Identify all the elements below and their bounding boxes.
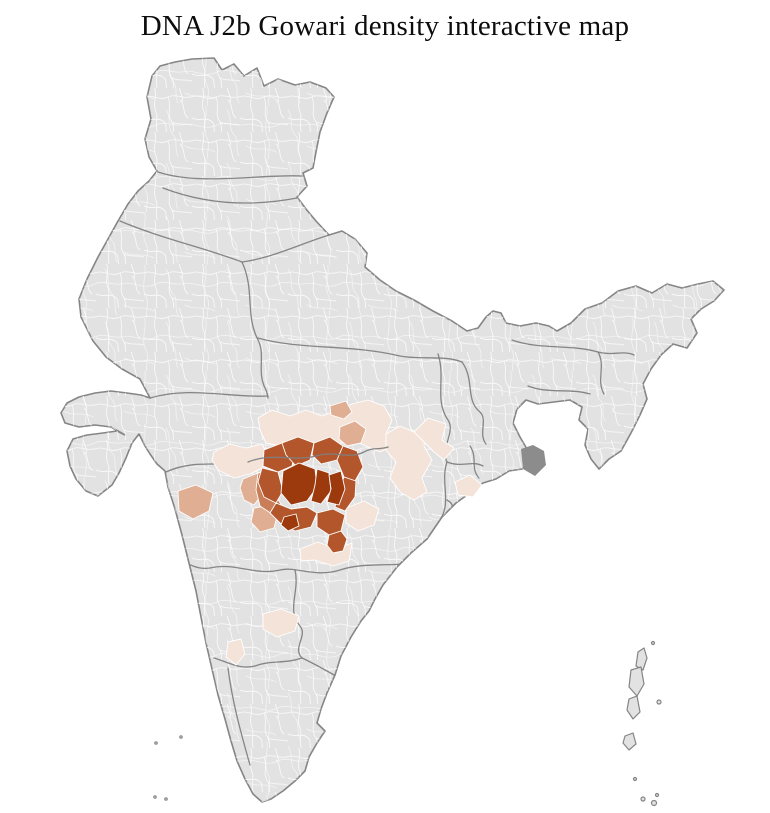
page-title: DNA J2b Gowari density interactive map [140, 10, 630, 42]
district-cell[interactable] [262, 608, 300, 638]
district-cell[interactable] [177, 484, 214, 520]
district-cell[interactable] [345, 500, 380, 532]
district-cell[interactable] [310, 468, 332, 505]
island-dots-west[interactable] [153, 735, 183, 801]
state-border-over-cluster [247, 446, 389, 463]
district-cell[interactable] [326, 530, 348, 554]
district-cell[interactable] [338, 420, 367, 447]
india-mainland[interactable] [0, 40, 770, 813]
district-cell[interactable] [454, 474, 483, 498]
district-cell[interactable] [281, 436, 315, 467]
delta-patch [521, 445, 546, 476]
district-cell[interactable] [329, 400, 353, 420]
island-chain-east[interactable] [622, 640, 662, 807]
district-cell[interactable] [413, 417, 455, 461]
density-cells[interactable] [177, 399, 483, 666]
district-cell[interactable] [280, 513, 300, 532]
district-cell[interactable] [225, 638, 246, 666]
district-cell[interactable] [280, 462, 318, 506]
district-cell[interactable] [326, 470, 346, 506]
